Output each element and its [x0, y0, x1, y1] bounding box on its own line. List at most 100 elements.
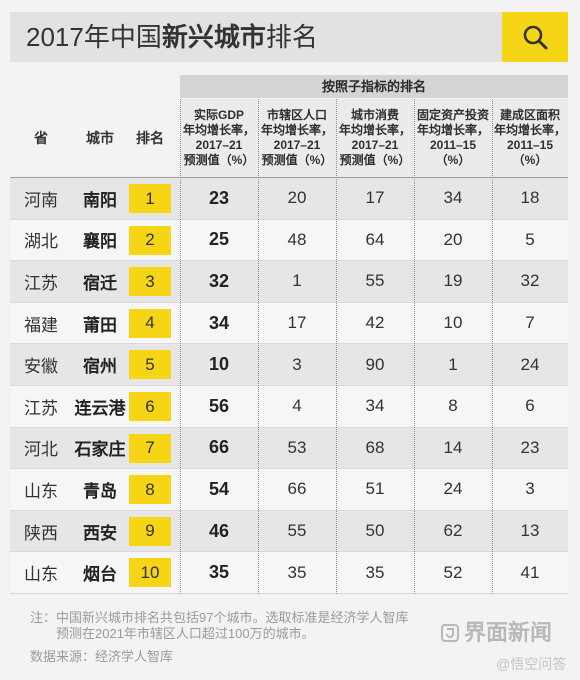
cell-population: 48 [287, 229, 307, 249]
footnote-line-2: 预测在2021年市辖区人口超过100万的城市。 [56, 626, 315, 641]
rank-badge: 10 [129, 558, 171, 588]
header-line: 固定资产投资 [416, 108, 489, 122]
cell-built-area: 6 [525, 396, 535, 416]
header-line: 实际GDP [193, 108, 244, 122]
cell-investment: 52 [443, 562, 463, 582]
header-line: 2011–15 [506, 138, 554, 152]
cell-province: 江苏 [24, 273, 58, 293]
cell-consumption: 35 [365, 562, 385, 582]
cell-gdp: 66 [208, 437, 230, 458]
header-rule [10, 177, 568, 178]
header-province: 省 [34, 130, 48, 146]
table-row: 江苏 连云港 6 56 4 34 8 6 [10, 386, 568, 428]
table-row: 山东 烟台 10 35 35 35 52 41 [10, 552, 568, 594]
cell-province: 湖北 [24, 232, 58, 252]
page-title: 2017年中国新兴城市排名 [26, 12, 318, 62]
header-line: 预测值（%） [339, 153, 411, 167]
cell-built-area: 3 [525, 479, 535, 499]
title-bar: 2017年中国新兴城市排名 [10, 12, 502, 62]
search-icon [523, 25, 548, 50]
cell-consumption: 55 [365, 271, 385, 291]
cell-province: 安徽 [24, 357, 58, 377]
cell-consumption: 90 [365, 354, 385, 374]
cell-city: 石家庄 [74, 440, 126, 460]
cell-population: 3 [292, 354, 302, 374]
rank-badge: 9 [129, 516, 171, 546]
rank-badge: 1 [129, 184, 171, 213]
title-suffix: 排名 [265, 22, 318, 52]
header-built-area: 建成区面积 年均增长率， 2011–15 （%） [492, 99, 568, 177]
cell-built-area: 24 [520, 354, 540, 374]
cell-built-area: 41 [520, 562, 540, 582]
header-consumption: 城市消费 年均增长率， 2017–21 预测值（%） [336, 99, 414, 177]
cell-population: 35 [287, 562, 307, 582]
header-line: 预测值（%） [183, 153, 255, 167]
column-divider [258, 99, 259, 594]
cell-investment: 19 [443, 271, 463, 291]
cell-investment: 14 [443, 437, 463, 457]
table-row: 福建 莆田 4 34 17 42 10 7 [10, 302, 568, 345]
watermark-secondary: @悟空问答 [496, 656, 567, 672]
header-line: 2017–21 [273, 138, 321, 152]
title-prefix: 2017年中国 [26, 22, 162, 52]
cell-city: 烟台 [83, 565, 117, 585]
header-investment: 固定资产投资 年均增长率， 2011–15 （%） [414, 99, 492, 177]
table-row: 安徽 宿州 5 10 3 90 1 24 [10, 344, 568, 386]
column-divider [492, 99, 493, 594]
cell-province: 河南 [24, 190, 58, 210]
search-box [502, 12, 568, 62]
column-divider [180, 99, 181, 594]
table-body: 河南 南阳 1 23 20 17 34 18 湖北 襄阳 2 25 48 64 20 5 江苏 宿迁 3 32 1 55 1… [10, 178, 568, 594]
cell-gdp: 56 [208, 395, 230, 416]
cell-city: 宿州 [83, 357, 117, 377]
cell-city: 青岛 [83, 481, 117, 501]
table-row: 湖北 襄阳 2 25 48 64 20 5 [10, 219, 568, 262]
header-rank: 排名 [136, 130, 164, 146]
cell-city: 襄阳 [83, 232, 117, 252]
header-line: 建成区面积 [499, 108, 560, 122]
cell-province: 江苏 [24, 398, 58, 418]
cell-province: 河北 [24, 440, 58, 460]
cell-city: 连云港 [74, 398, 126, 418]
header-line: 预测值（%） [261, 153, 333, 167]
cell-investment: 62 [443, 521, 463, 541]
header-population: 市辖区人口 年均增长率， 2017–21 预测值（%） [258, 99, 336, 177]
jiemian-logo-icon [441, 624, 459, 642]
rank-badge: 3 [129, 267, 171, 297]
cell-gdp: 34 [208, 312, 230, 333]
cell-province: 山东 [24, 565, 58, 585]
header-line: 2017–21 [195, 138, 243, 152]
cell-built-area: 23 [520, 437, 540, 457]
cell-investment: 8 [448, 396, 458, 416]
cell-gdp: 32 [208, 270, 230, 291]
cell-built-area: 5 [525, 229, 535, 249]
cell-gdp: 25 [208, 229, 230, 250]
cell-consumption: 51 [365, 479, 385, 499]
cell-built-area: 18 [520, 188, 540, 208]
cell-city: 西安 [83, 523, 117, 543]
rank-badge: 4 [129, 308, 171, 338]
header-city: 城市 [86, 130, 114, 146]
cell-gdp: 10 [208, 354, 230, 375]
table-row: 河北 石家庄 7 66 53 68 14 23 [10, 427, 568, 470]
cell-city: 南阳 [83, 190, 117, 210]
cell-city: 宿迁 [83, 273, 117, 293]
table-row: 山东 青岛 8 54 66 51 24 3 [10, 469, 568, 511]
cell-gdp: 54 [208, 478, 230, 499]
cell-consumption: 68 [365, 437, 385, 457]
cell-built-area: 7 [525, 313, 535, 333]
cell-consumption: 50 [365, 521, 385, 541]
header-line: 年均增长率， [182, 123, 255, 137]
cell-gdp: 23 [208, 187, 230, 208]
footnote-line-1: 注：中国新兴城市排名共包括97个城市。选取标准是经济学人智库 [30, 610, 409, 625]
header-line: 年均增长率， [493, 123, 566, 137]
cell-population: 20 [287, 188, 307, 208]
cell-investment: 10 [443, 313, 463, 333]
header-line: 2017–21 [351, 138, 399, 152]
cell-province: 福建 [24, 315, 58, 335]
cell-consumption: 17 [365, 188, 385, 208]
cell-investment: 34 [443, 188, 463, 208]
cell-investment: 24 [443, 479, 463, 499]
cell-population: 53 [287, 437, 307, 457]
cell-population: 55 [287, 521, 307, 541]
